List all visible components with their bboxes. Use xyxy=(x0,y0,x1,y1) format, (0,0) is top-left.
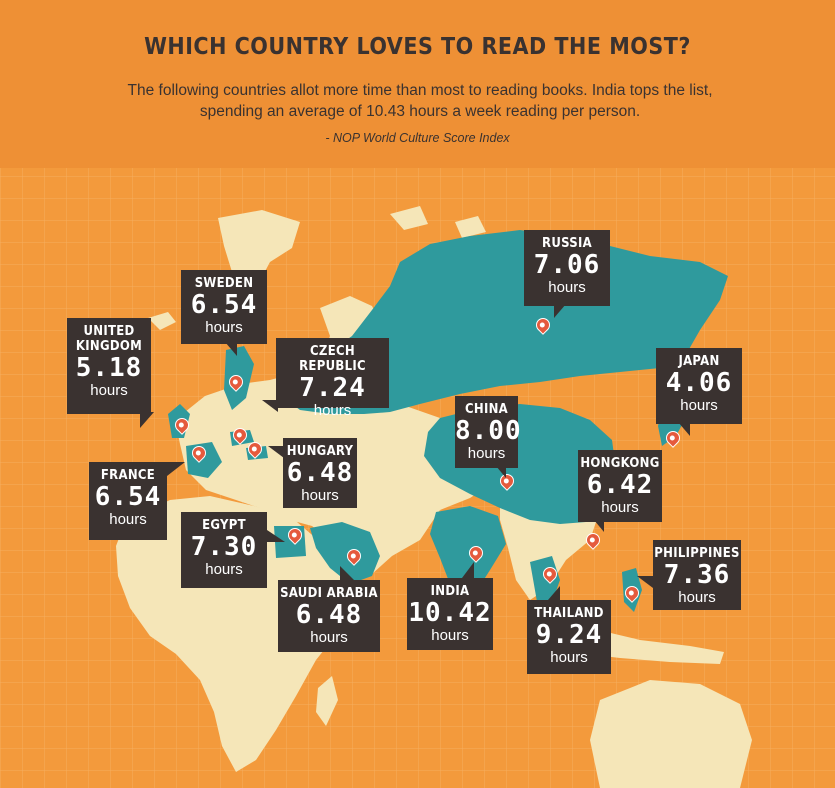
hours-unit: hours xyxy=(548,279,586,296)
hours-value: 9.24 xyxy=(535,620,603,650)
label-pointer xyxy=(678,422,690,436)
hours-unit: hours xyxy=(205,319,243,336)
label-philippines: PHILIPPINES 7.36 hours xyxy=(653,540,741,610)
hours-unit: hours xyxy=(431,627,469,644)
hours-value: 7.24 xyxy=(299,373,366,403)
label-pointer xyxy=(267,530,285,542)
label-pointer xyxy=(548,586,560,600)
hours-unit: hours xyxy=(680,397,718,414)
africa-land xyxy=(116,496,346,772)
label-china: CHINA 8.00 hours xyxy=(455,396,522,468)
country-name: SAUDI ARABIA xyxy=(280,586,378,601)
label-india: INDIA 10.42 hours xyxy=(407,578,493,650)
label-egypt: EGYPT 7.30 hours xyxy=(181,512,267,588)
hours-value: 6.54 xyxy=(190,290,258,320)
label-pointer xyxy=(262,400,278,412)
hours-unit: hours xyxy=(601,499,639,516)
country-name: THAILAND xyxy=(534,606,604,621)
label-pointer xyxy=(340,566,354,580)
country-name: FRANCE xyxy=(100,468,156,483)
country-name: INDIA xyxy=(430,584,470,599)
label-pointer xyxy=(268,446,284,458)
label-pointer xyxy=(140,412,154,428)
australia-land xyxy=(590,680,752,788)
subtitle: The following countries allot more time … xyxy=(127,82,713,120)
label-thailand: THAILAND 9.24 hours xyxy=(527,600,611,674)
country-name: PHILIPPINES xyxy=(654,546,740,561)
arctic-island xyxy=(390,206,428,230)
hours-unit: hours xyxy=(109,511,147,528)
hours-unit: hours xyxy=(550,649,588,666)
label-pointer xyxy=(462,562,474,578)
label-pointer xyxy=(225,342,237,356)
source-credit: - NOP World Culture Score Index xyxy=(325,131,510,145)
country-name: JAPAN xyxy=(678,354,720,369)
header: WHICH COUNTRY LOVES TO READ THE MOST? Th… xyxy=(0,0,835,168)
hours-value: 7.06 xyxy=(533,250,601,280)
hours-value: 7.30 xyxy=(190,532,258,562)
country-name: CHINA xyxy=(464,402,509,417)
iceland-land xyxy=(148,312,176,330)
hours-value: 7.36 xyxy=(663,560,731,590)
label-pointer xyxy=(594,520,604,532)
country-name: EGYPT xyxy=(202,518,246,533)
label-russia: RUSSIA 7.06 hours xyxy=(524,230,610,306)
hours-value: 6.54 xyxy=(94,482,162,512)
hours-unit: hours xyxy=(313,402,352,419)
hours-value: 10.42 xyxy=(408,598,492,628)
hours-unit: hours xyxy=(301,487,339,504)
hours-unit: hours xyxy=(678,589,716,606)
label-japan: JAPAN 4.06 hours xyxy=(656,348,742,424)
label-hungary: HUNGARY 6.48 hours xyxy=(283,438,357,508)
country-name: RUSSIA xyxy=(542,236,592,251)
country-name: CZECH REPUBLIC xyxy=(299,344,366,374)
hours-unit: hours xyxy=(205,561,243,578)
hours-value: 6.48 xyxy=(286,458,354,488)
saudi-arabia-region xyxy=(310,522,380,584)
label-sweden: SWEDEN 6.54 hours xyxy=(181,270,267,344)
hours-unit: hours xyxy=(467,445,506,462)
country-name: HUNGARY xyxy=(286,444,354,459)
arctic-island xyxy=(455,216,486,238)
hours-unit: hours xyxy=(90,382,128,399)
label-pointer xyxy=(637,576,653,588)
russia-region xyxy=(284,230,728,414)
label-france: FRANCE 6.54 hours xyxy=(89,462,167,540)
madagascar-land xyxy=(316,676,338,726)
country-name: UNITED KINGDOM xyxy=(75,324,143,354)
hours-unit: hours xyxy=(310,629,348,646)
country-name: HONGKONG xyxy=(580,456,660,471)
label-saudi-arabia: SAUDI ARABIA 6.48 hours xyxy=(278,580,380,652)
hours-value: 5.18 xyxy=(75,353,143,383)
label-pointer xyxy=(554,304,566,318)
label-pointer xyxy=(167,462,185,476)
hours-value: 6.42 xyxy=(586,470,654,500)
hours-value: 6.48 xyxy=(295,600,363,630)
hours-value: 4.06 xyxy=(665,368,733,398)
page-title: WHICH COUNTRY LOVES TO READ THE MOST? xyxy=(144,34,691,60)
country-name: SWEDEN xyxy=(194,276,254,291)
label-united-kingdom: UNITED KINGDOM 5.18 hours xyxy=(67,318,151,414)
label-pointer xyxy=(496,466,506,478)
label-hongkong: HONGKONG 6.42 hours xyxy=(578,450,662,522)
label-czech-republic: CZECH REPUBLIC 7.24 hours xyxy=(276,338,389,419)
hours-value: 8.00 xyxy=(455,416,522,446)
